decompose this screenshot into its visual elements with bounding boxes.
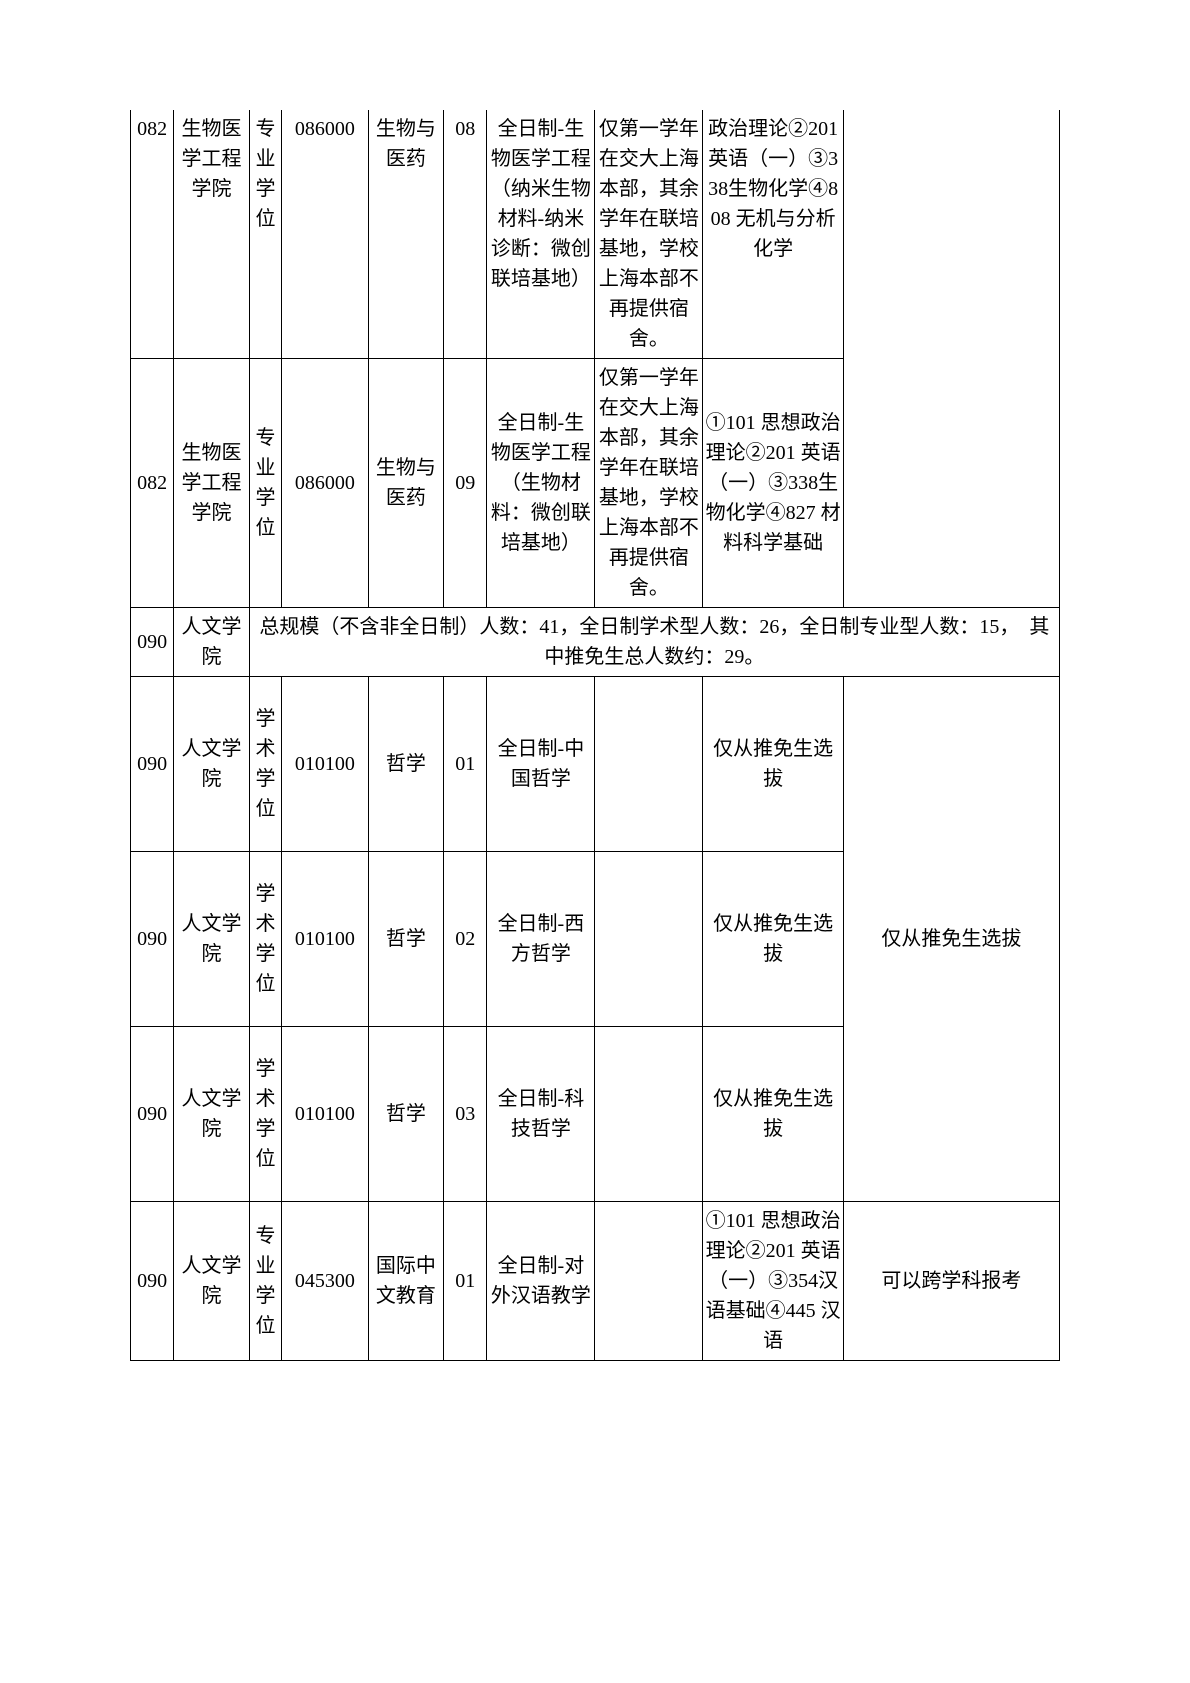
degree-type-cell: 专业学位 (249, 1202, 281, 1361)
school-cell: 人文学院 (174, 677, 250, 852)
exam-cell: ①101 思想政治理论②201 英语（一）③354汉语基础④445 汉语 (703, 1202, 843, 1361)
direction-cell: 全日制-中国哲学 (487, 677, 595, 852)
major-name-cell: 哲学 (368, 677, 444, 852)
code-cell: 090 (131, 1202, 174, 1361)
direction-code-cell: 01 (444, 1202, 487, 1361)
major-code-cell: 086000 (282, 359, 368, 608)
direction-cell: 全日制-西方哲学 (487, 852, 595, 1027)
major-name-cell: 生物与医药 (368, 110, 444, 359)
degree-type-cell: 学术学位 (249, 677, 281, 852)
remark-cell: 仅从推免生选拔 (843, 677, 1059, 1202)
code-cell: 090 (131, 677, 174, 852)
exam-cell: 仅从推免生选拔 (703, 852, 843, 1027)
major-code-cell: 010100 (282, 677, 368, 852)
table-row: 082 生物医学工程学院 专业学位 086000 生物与医药 08 全日制-生物… (131, 110, 1060, 359)
direction-code-cell: 09 (444, 359, 487, 608)
note-cell (595, 1027, 703, 1202)
direction-cell: 全日制-科技哲学 (487, 1027, 595, 1202)
major-name-cell: 国际中文教育 (368, 1202, 444, 1361)
summary-cell: 总规模（不含非全日制）人数：41，全日制学术型人数：26，全日制专业型人数：15… (249, 608, 1059, 677)
school-cell: 人文学院 (174, 608, 250, 677)
exam-cell: 仅从推免生选拔 (703, 1027, 843, 1202)
note-cell (595, 677, 703, 852)
major-code-cell: 010100 (282, 1027, 368, 1202)
major-name-cell: 哲学 (368, 852, 444, 1027)
remark-cell: 可以跨学科报考 (843, 1202, 1059, 1361)
school-cell: 人文学院 (174, 1202, 250, 1361)
code-cell: 082 (131, 110, 174, 359)
degree-type-cell: 学术学位 (249, 1027, 281, 1202)
major-name-cell: 哲学 (368, 1027, 444, 1202)
direction-code-cell: 01 (444, 677, 487, 852)
code-cell: 090 (131, 852, 174, 1027)
admissions-table: 082 生物医学工程学院 专业学位 086000 生物与医药 08 全日制-生物… (130, 110, 1060, 1361)
direction-cell: 全日制-对外汉语教学 (487, 1202, 595, 1361)
code-cell: 090 (131, 608, 174, 677)
note-cell: 仅第一学年在交大上海本部，其余学年在联培基地，学校上海本部不再提供宿舍。 (595, 110, 703, 359)
school-cell: 生物医学工程学院 (174, 359, 250, 608)
exam-cell: ①101 思想政治理论②201 英语（一）③338生物化学④827 材料科学基础 (703, 359, 843, 608)
direction-code-cell: 02 (444, 852, 487, 1027)
note-cell (595, 1202, 703, 1361)
direction-code-cell: 03 (444, 1027, 487, 1202)
exam-cell: 政治理论②201 英语（一）③338生物化学④808 无机与分析化学 (703, 110, 843, 359)
major-name-cell: 生物与医药 (368, 359, 444, 608)
major-code-cell: 010100 (282, 852, 368, 1027)
degree-type-cell: 专业学位 (249, 110, 281, 359)
table-row: 090 人文学院 专业学位 045300 国际中文教育 01 全日制-对外汉语教… (131, 1202, 1060, 1361)
code-cell: 090 (131, 1027, 174, 1202)
exam-cell: 仅从推免生选拔 (703, 677, 843, 852)
note-cell (595, 852, 703, 1027)
degree-type-cell: 学术学位 (249, 852, 281, 1027)
direction-cell: 全日制-生物医学工程（纳米生物材料-纳米诊断：微创联培基地） (487, 110, 595, 359)
school-cell: 人文学院 (174, 1027, 250, 1202)
code-cell: 082 (131, 359, 174, 608)
table-row: 090 人文学院 总规模（不含非全日制）人数：41，全日制学术型人数：26，全日… (131, 608, 1060, 677)
direction-code-cell: 08 (444, 110, 487, 359)
degree-type-cell: 专业学位 (249, 359, 281, 608)
major-code-cell: 086000 (282, 110, 368, 359)
school-cell: 人文学院 (174, 852, 250, 1027)
direction-cell: 全日制-生物医学工程（生物材料：微创联培基地） (487, 359, 595, 608)
table-row: 090 人文学院 学术学位 010100 哲学 01 全日制-中国哲学 仅从推免… (131, 677, 1060, 852)
note-cell: 仅第一学年在交大上海本部，其余学年在联培基地，学校上海本部不再提供宿舍。 (595, 359, 703, 608)
school-cell: 生物医学工程学院 (174, 110, 250, 359)
remark-cell (843, 110, 1059, 608)
major-code-cell: 045300 (282, 1202, 368, 1361)
